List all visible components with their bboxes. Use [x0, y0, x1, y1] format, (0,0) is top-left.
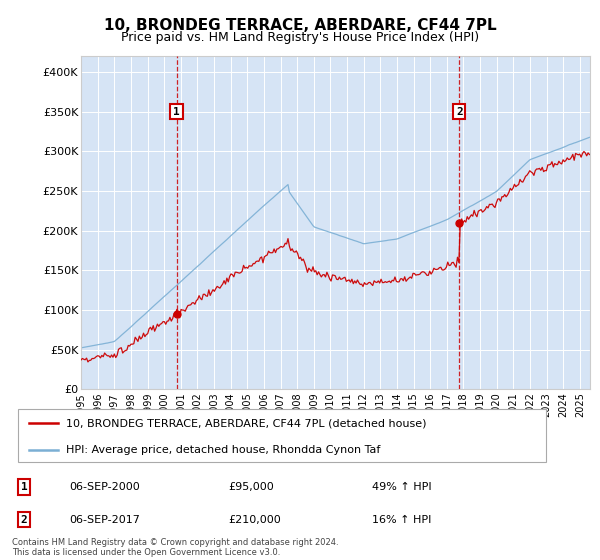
Text: 06-SEP-2000: 06-SEP-2000 — [69, 482, 140, 492]
Text: 2: 2 — [20, 515, 28, 525]
Text: Price paid vs. HM Land Registry's House Price Index (HPI): Price paid vs. HM Land Registry's House … — [121, 31, 479, 44]
FancyBboxPatch shape — [18, 409, 546, 462]
Text: £95,000: £95,000 — [228, 482, 274, 492]
Text: £210,000: £210,000 — [228, 515, 281, 525]
Text: 1: 1 — [20, 482, 28, 492]
Text: 49% ↑ HPI: 49% ↑ HPI — [372, 482, 431, 492]
Text: 10, BRONDEG TERRACE, ABERDARE, CF44 7PL: 10, BRONDEG TERRACE, ABERDARE, CF44 7PL — [104, 18, 496, 33]
Text: 06-SEP-2017: 06-SEP-2017 — [69, 515, 140, 525]
Text: 1: 1 — [173, 106, 180, 116]
Text: 16% ↑ HPI: 16% ↑ HPI — [372, 515, 431, 525]
Text: Contains HM Land Registry data © Crown copyright and database right 2024.
This d: Contains HM Land Registry data © Crown c… — [12, 538, 338, 557]
Text: 2: 2 — [456, 106, 463, 116]
Text: 10, BRONDEG TERRACE, ABERDARE, CF44 7PL (detached house): 10, BRONDEG TERRACE, ABERDARE, CF44 7PL … — [65, 418, 426, 428]
Text: HPI: Average price, detached house, Rhondda Cynon Taf: HPI: Average price, detached house, Rhon… — [65, 445, 380, 455]
